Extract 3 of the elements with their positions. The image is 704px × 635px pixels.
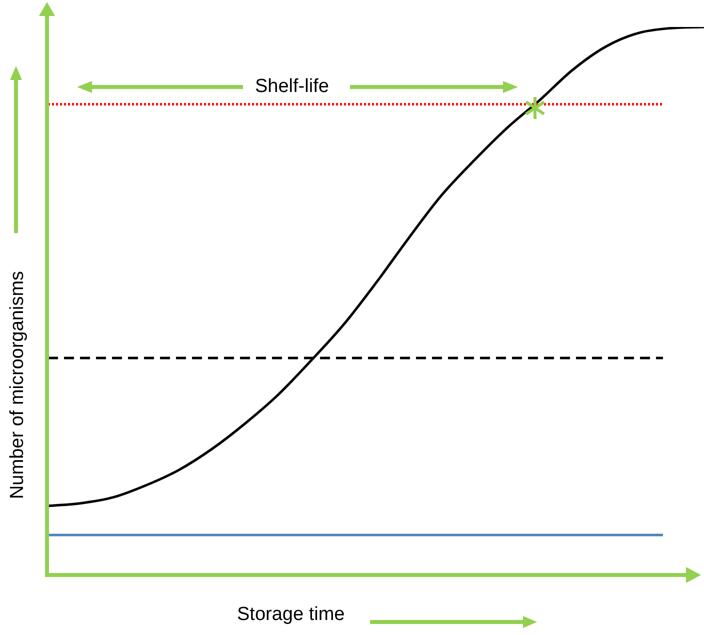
annotation: Shelf-life: [255, 76, 329, 98]
x-axis-title: Storage time: [237, 604, 345, 626]
y-axis-title: Number of microorganisms: [7, 270, 29, 500]
